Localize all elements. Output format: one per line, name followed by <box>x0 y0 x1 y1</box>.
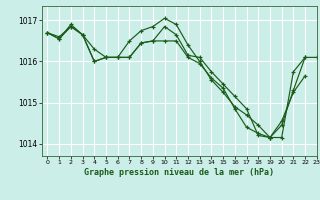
X-axis label: Graphe pression niveau de la mer (hPa): Graphe pression niveau de la mer (hPa) <box>84 168 274 177</box>
